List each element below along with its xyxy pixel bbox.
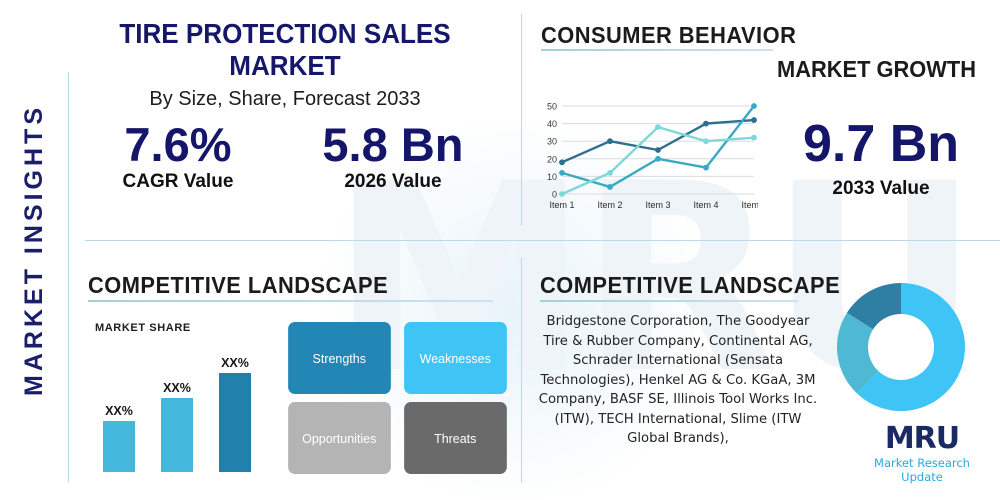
swot-box-strengths[interactable]: Strengths <box>288 322 391 394</box>
market-share-bars: XX% XX% XX% <box>103 344 268 472</box>
svg-text:Item 1: Item 1 <box>549 200 574 210</box>
market-growth-heading: MARKET GROWTH <box>777 56 977 82</box>
swot-box-weaknesses[interactable]: Weaknesses <box>403 322 506 394</box>
divider-vertical-left <box>68 72 69 482</box>
kpi-cagr-label: CAGR Value <box>122 171 234 193</box>
consumer-behavior-line-chart: 0 10 20 30 40 50 Item 1 Item 2 Item 3 Item 4 Item… <box>536 100 767 218</box>
svg-text:0: 0 <box>552 190 557 200</box>
logo-mark-mr: MR <box>884 421 937 456</box>
competitive-right-underline <box>540 300 798 302</box>
swot-grid: Strengths Weaknesses Opportunities Threats <box>286 322 508 474</box>
market-growth-value: 9.7 Bn <box>802 115 960 173</box>
segment-donut-chart <box>836 282 966 412</box>
swot-box-opportunities[interactable]: Opportunities <box>288 402 391 474</box>
donut-hole <box>868 314 934 380</box>
market-growth-label: 2033 Value <box>832 178 930 199</box>
svg-text:Item 4: Item 4 <box>693 200 718 210</box>
page-subtitle: By Size, Share, Forecast 2033 <box>149 88 421 110</box>
kpi-cagr: 7.6% CAGR Value <box>123 120 234 193</box>
bar-rect <box>219 373 251 472</box>
svg-text:30: 30 <box>547 137 557 147</box>
bar-column: XX% <box>219 344 251 472</box>
divider-horizontal-main <box>85 240 1000 241</box>
kpi-2026-label: 2026 Value <box>344 171 442 193</box>
svg-text:50: 50 <box>547 102 557 112</box>
bar-value-label: XX% <box>221 356 249 371</box>
svg-text:Item 3: Item 3 <box>645 200 670 210</box>
market-share-title: MARKET SHARE <box>95 322 191 334</box>
bar-column: XX% <box>103 344 135 472</box>
line-chart-x-ticks: Item 1 Item 2 Item 3 Item 4 Item 5 <box>549 200 766 210</box>
donut-svg <box>837 283 965 411</box>
consumer-behavior-underline <box>541 49 773 51</box>
company-list: Bridgestone Corporation, The Goodyear Ti… <box>538 314 818 446</box>
kpi-row: 7.6% CAGR Value 5.8 Bn 2026 Value <box>78 120 508 193</box>
svg-text:10: 10 <box>547 172 557 182</box>
line-chart-y-ticks: 0 10 20 30 40 50 <box>547 102 557 200</box>
svg-text:20: 20 <box>547 154 557 164</box>
side-band: MARKET INSIGHTS <box>0 0 68 500</box>
competitive-left-heading: COMPETITIVE LANDSCAPE <box>88 272 389 298</box>
kpi-2026-value: 5.8 Bn <box>322 118 464 171</box>
bar-rect <box>161 398 193 472</box>
svg-text:Item 2: Item 2 <box>597 200 622 210</box>
bar-value-label: XX% <box>163 381 191 396</box>
svg-text:40: 40 <box>547 119 557 129</box>
kpi-2026: 5.8 Bn 2026 Value <box>322 120 463 193</box>
consumer-behavior-heading: CONSUMER BEHAVIOR <box>541 22 797 48</box>
logo: MRU Market Research Update <box>852 424 992 485</box>
bar-value-label: XX% <box>105 404 133 419</box>
logo-mark: MRU <box>852 424 992 454</box>
bar-column: XX% <box>161 344 193 472</box>
kpi-cagr-value: 7.6% <box>124 118 232 171</box>
bar-rect <box>103 421 135 472</box>
swot-box-threats[interactable]: Threats <box>403 402 506 474</box>
competitive-right-heading: COMPETITIVE LANDSCAPE <box>540 272 841 298</box>
line-chart-series <box>559 103 757 197</box>
logo-mark-u: U <box>935 421 960 456</box>
page-title: TIRE PROTECTION SALES MARKET <box>119 18 451 81</box>
logo-tagline: Market Research Update <box>874 456 970 484</box>
divider-vertical-bottom-middle <box>521 258 522 483</box>
competitive-left-underline <box>88 300 493 302</box>
side-label: MARKET INSIGHTS <box>19 104 48 396</box>
market-share-bar-chart: MARKET SHARE XX% XX% XX% <box>95 322 270 472</box>
divider-vertical-top-middle <box>521 14 522 226</box>
svg-text:Item 5: Item 5 <box>741 200 758 210</box>
